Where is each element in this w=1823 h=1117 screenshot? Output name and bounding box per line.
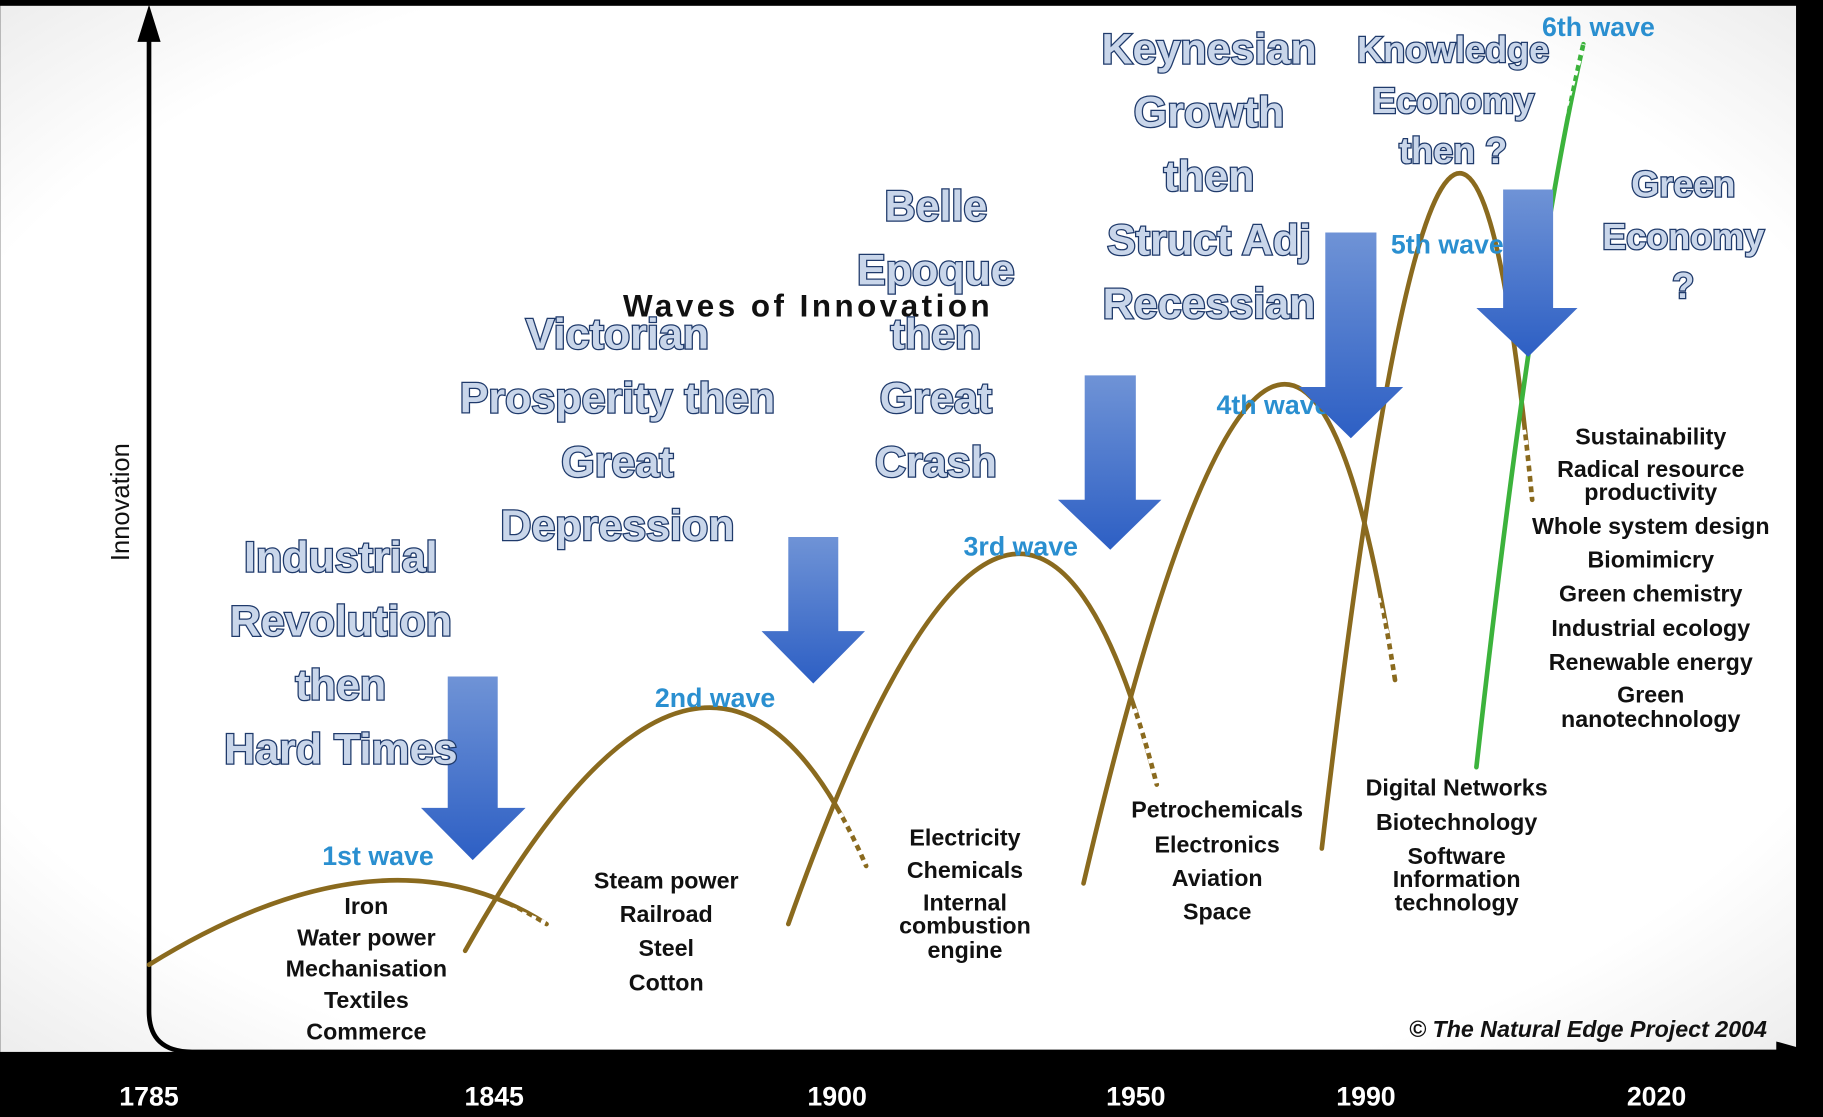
technology: Digital Networks xyxy=(1366,774,1548,800)
technology: nanotechnology xyxy=(1561,706,1740,732)
copyright: © The Natural Edge Project 2004 xyxy=(1409,1016,1767,1042)
down-arrow xyxy=(1476,189,1578,357)
caption-line: then ? xyxy=(1399,130,1507,171)
down-arrow xyxy=(1298,232,1404,439)
technology: Mechanisation xyxy=(286,956,447,982)
caption-line: Economy xyxy=(1602,216,1764,257)
x-axis-label: 1785 xyxy=(119,1081,179,1111)
wave-dash xyxy=(1374,597,1398,681)
wave-label: 6th wave xyxy=(1542,12,1655,42)
technology: Aviation xyxy=(1172,865,1263,891)
caption-line: Great xyxy=(561,438,673,486)
wave-curve xyxy=(785,551,1160,927)
x-arrow xyxy=(1776,1041,1814,1063)
caption-line: Keynesian xyxy=(1102,26,1317,74)
technology: Steam power xyxy=(594,867,739,893)
technology: technology xyxy=(1395,889,1519,915)
caption-line: Revolution xyxy=(230,598,452,646)
technology: Radical resource xyxy=(1557,456,1744,482)
technology: Railroad xyxy=(620,901,713,927)
technology: Software xyxy=(1408,843,1506,869)
x-axis-label: 2020 xyxy=(1627,1081,1686,1111)
caption-line: Economy xyxy=(1372,80,1534,121)
wave-dash xyxy=(1540,43,1587,187)
wave-label: 2nd wave xyxy=(655,683,775,713)
caption-line: Growth xyxy=(1134,88,1284,136)
caption-line: Recessian xyxy=(1103,280,1316,328)
technology: Green chemistry xyxy=(1559,580,1742,606)
x-axis-label: 1950 xyxy=(1106,1081,1165,1111)
caption-line: Depression xyxy=(500,502,734,550)
wave-label: 3rd wave xyxy=(964,532,1078,562)
wave-dash xyxy=(1520,429,1536,500)
technology: Cotton xyxy=(629,970,704,996)
technology: productivity xyxy=(1584,479,1717,505)
wave-label: 1st wave xyxy=(322,841,433,871)
x-axis-label: 1900 xyxy=(807,1081,866,1111)
wave-curve xyxy=(462,705,869,954)
caption-line: Hard Times xyxy=(224,725,457,773)
x-axis-label: 1990 xyxy=(1336,1081,1395,1111)
wave-label: 5th wave xyxy=(1391,229,1504,259)
wave-dash xyxy=(836,812,869,867)
wave-dash xyxy=(510,907,548,927)
technology: Sustainability xyxy=(1575,423,1726,449)
down-arrow xyxy=(1057,375,1162,550)
x-axis-label: 1845 xyxy=(464,1081,524,1111)
y-axis-label: Innovation xyxy=(107,443,135,561)
caption-line: Great xyxy=(880,374,992,422)
caption-line: ? xyxy=(1672,265,1694,306)
caption-line: Epoque xyxy=(857,247,1015,295)
technology: Space xyxy=(1183,899,1252,925)
technology: Chemicals xyxy=(907,857,1023,883)
title: Waves of Innovation xyxy=(623,288,993,323)
technology: Steel xyxy=(638,935,694,961)
technology: Biotechnology xyxy=(1376,809,1537,835)
paper xyxy=(0,5,1797,1052)
y-arrow xyxy=(137,4,161,42)
technology: Iron xyxy=(344,893,388,919)
technology: Internal xyxy=(923,889,1007,915)
technology: Renewable energy xyxy=(1549,649,1753,675)
technology: engine xyxy=(928,937,1003,963)
caption-line: Victorian xyxy=(526,310,709,358)
technology: Electronics xyxy=(1155,831,1280,857)
technology: Water power xyxy=(297,924,436,950)
technology: Commerce xyxy=(306,1018,426,1044)
technology: Electricity xyxy=(909,824,1020,850)
caption-line: Belle xyxy=(885,183,988,231)
technology: Whole system design xyxy=(1532,513,1770,539)
caption-line: Green xyxy=(1631,164,1735,205)
down-arrow xyxy=(761,536,866,684)
technology: Petrochemicals xyxy=(1131,796,1303,822)
caption-line: Crash xyxy=(875,438,997,486)
caption-line: then xyxy=(1164,152,1255,200)
caption-line: Prosperity then xyxy=(460,374,775,422)
axes xyxy=(146,25,1779,1055)
wave-curve xyxy=(1081,381,1398,886)
down-arrow xyxy=(420,676,526,861)
caption-line: Knowledge xyxy=(1357,29,1549,70)
caption-line: then xyxy=(891,310,982,358)
technology: combustion xyxy=(899,913,1031,939)
technology: Textiles xyxy=(324,987,409,1013)
caption-line: Industrial xyxy=(244,534,438,582)
caption-line: Struct Adj xyxy=(1107,216,1311,264)
technology: Green xyxy=(1617,681,1684,707)
caption-line: then xyxy=(295,661,386,709)
technology: Information xyxy=(1393,866,1521,892)
technology: Industrial ecology xyxy=(1551,615,1750,641)
technology: Biomimicry xyxy=(1587,547,1714,573)
wave-curve xyxy=(146,877,549,968)
